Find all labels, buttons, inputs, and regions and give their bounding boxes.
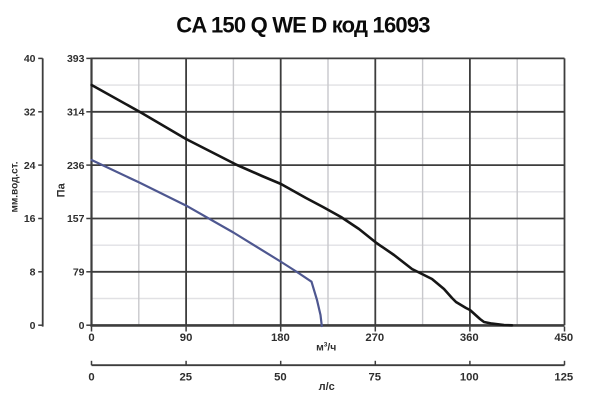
svg-text:75: 75 xyxy=(369,372,382,384)
svg-text:Па: Па xyxy=(55,182,67,197)
svg-text:16: 16 xyxy=(24,213,36,225)
svg-text:32: 32 xyxy=(24,107,36,119)
svg-text:360: 360 xyxy=(460,332,479,344)
svg-text:236: 236 xyxy=(67,160,85,172)
svg-text:180: 180 xyxy=(271,332,290,344)
svg-text:79: 79 xyxy=(73,267,85,279)
svg-text:0: 0 xyxy=(88,372,94,384)
svg-text:314: 314 xyxy=(67,107,85,119)
svg-text:л/с: л/с xyxy=(319,381,335,393)
svg-text:40: 40 xyxy=(24,53,36,65)
svg-text:мм.вод.ст.: мм.вод.ст. xyxy=(9,161,20,212)
svg-text:0: 0 xyxy=(88,332,94,344)
svg-text:0: 0 xyxy=(79,320,85,332)
svg-text:393: 393 xyxy=(67,53,85,65)
svg-text:270: 270 xyxy=(365,332,384,344)
svg-text:8: 8 xyxy=(30,267,36,279)
svg-text:450: 450 xyxy=(554,332,573,344)
svg-text:100: 100 xyxy=(460,372,479,384)
svg-text:м3/ч: м3/ч xyxy=(316,342,336,354)
svg-text:90: 90 xyxy=(180,332,193,344)
svg-text:25: 25 xyxy=(180,372,193,384)
svg-text:157: 157 xyxy=(67,213,85,225)
svg-text:0: 0 xyxy=(30,320,36,332)
svg-text:50: 50 xyxy=(274,372,287,384)
svg-text:125: 125 xyxy=(554,372,573,384)
svg-text:24: 24 xyxy=(24,160,36,172)
svg-text:CA 150 Q WE D код 16093: CA 150 Q WE D код 16093 xyxy=(176,12,430,37)
